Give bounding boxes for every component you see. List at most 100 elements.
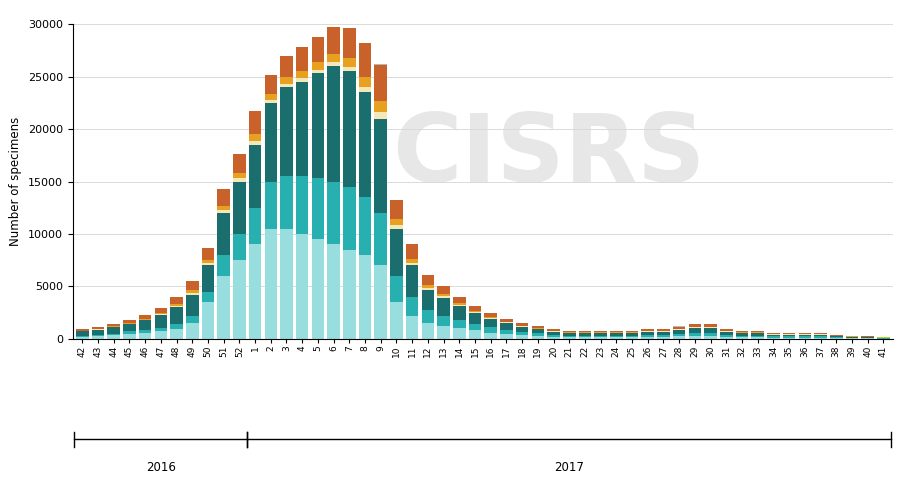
Bar	[233, 234, 246, 260]
Bar	[689, 333, 701, 336]
Bar	[453, 305, 466, 306]
Bar	[264, 100, 277, 103]
Bar	[343, 187, 355, 250]
Bar	[563, 333, 576, 336]
Bar	[92, 327, 104, 329]
Bar	[610, 333, 622, 336]
Bar	[548, 332, 559, 335]
Bar	[437, 294, 450, 296]
Bar	[138, 330, 151, 333]
Bar	[390, 302, 403, 339]
Bar	[249, 111, 261, 134]
Bar	[626, 333, 639, 336]
Bar	[783, 338, 795, 339]
Bar	[312, 239, 324, 339]
Bar	[657, 335, 670, 337]
Bar	[374, 64, 387, 101]
Bar	[422, 323, 435, 339]
Bar	[327, 66, 340, 182]
Bar	[233, 178, 246, 182]
Bar	[720, 337, 732, 339]
Bar	[752, 335, 764, 337]
Bar	[485, 319, 497, 327]
Bar	[720, 332, 732, 335]
Bar	[138, 333, 151, 339]
Bar	[830, 338, 843, 339]
Bar	[516, 327, 528, 332]
Bar	[343, 71, 355, 187]
Bar	[422, 275, 435, 285]
Bar	[123, 323, 136, 324]
Bar	[704, 336, 717, 339]
Bar	[296, 176, 309, 234]
Bar	[170, 307, 183, 324]
Bar	[736, 333, 748, 335]
Bar	[516, 332, 528, 335]
Bar	[374, 265, 387, 339]
Bar	[138, 320, 151, 330]
Bar	[264, 75, 277, 94]
Bar	[767, 336, 780, 338]
Bar	[312, 74, 324, 179]
Bar	[406, 244, 418, 259]
Bar	[720, 329, 732, 331]
Bar	[343, 58, 355, 67]
Bar	[468, 324, 481, 331]
Bar	[767, 333, 780, 334]
Bar	[767, 334, 780, 336]
Bar	[548, 329, 559, 331]
Bar	[155, 313, 167, 315]
Bar	[92, 330, 104, 335]
Bar	[170, 306, 183, 307]
Bar	[359, 43, 372, 76]
Bar	[390, 276, 403, 302]
Bar	[814, 336, 827, 338]
Bar	[485, 333, 497, 339]
Bar	[485, 313, 497, 317]
Bar	[233, 154, 246, 173]
Bar	[327, 244, 340, 339]
Bar	[610, 337, 622, 339]
Bar	[249, 141, 261, 145]
Bar	[468, 306, 481, 311]
Bar	[123, 333, 136, 339]
Bar	[578, 333, 591, 336]
Bar	[626, 337, 639, 339]
Bar	[594, 331, 607, 333]
Bar	[689, 327, 701, 328]
Bar	[390, 200, 403, 219]
Bar	[641, 329, 654, 331]
Bar	[186, 316, 199, 323]
Bar	[437, 298, 450, 316]
Bar	[673, 327, 685, 329]
Bar	[720, 335, 732, 337]
Bar	[281, 77, 292, 84]
Bar	[594, 333, 607, 336]
Bar	[767, 338, 780, 339]
Bar	[107, 333, 120, 335]
Bar	[453, 306, 466, 320]
Bar	[830, 336, 843, 337]
Bar	[218, 213, 230, 255]
Bar	[186, 295, 199, 316]
Bar	[799, 333, 811, 334]
Bar	[610, 336, 622, 337]
Bar	[485, 318, 497, 319]
Bar	[845, 336, 858, 338]
Bar	[453, 328, 466, 339]
Bar	[390, 219, 403, 225]
Bar	[641, 337, 654, 339]
Bar	[155, 328, 167, 332]
Bar	[453, 298, 466, 303]
Bar	[170, 297, 183, 304]
Bar	[548, 335, 559, 337]
Bar	[201, 265, 214, 291]
Bar	[374, 101, 387, 112]
Bar	[281, 57, 292, 77]
Bar	[327, 62, 340, 66]
Bar	[422, 311, 435, 323]
Bar	[673, 329, 685, 330]
Bar	[374, 119, 387, 213]
Bar	[201, 263, 214, 265]
Bar	[123, 320, 136, 323]
